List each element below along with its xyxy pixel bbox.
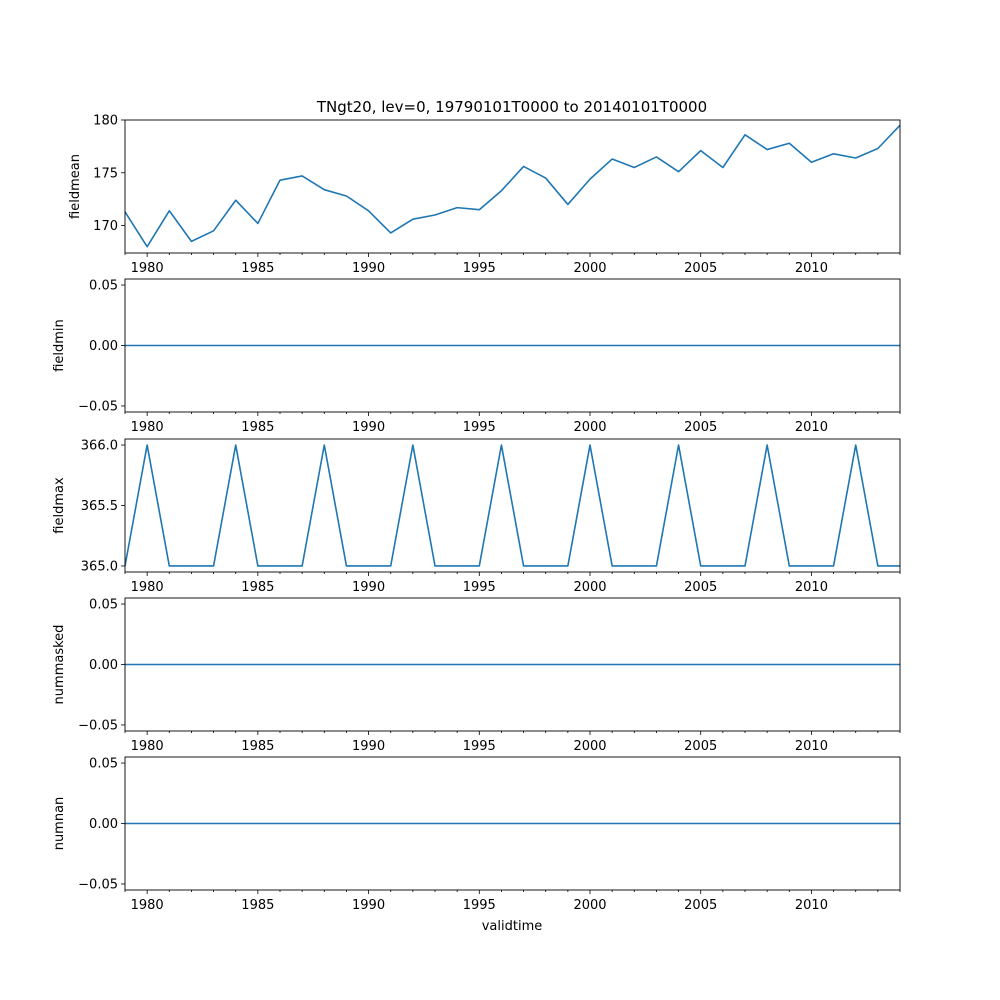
- y-tick-label: −0.05: [78, 399, 118, 414]
- y-axis-label-nummasked: nummasked: [52, 625, 67, 705]
- y-tick-label: 366.0: [81, 439, 118, 454]
- y-tick-label: 0.05: [89, 598, 118, 613]
- x-tick-label: 2010: [795, 739, 828, 754]
- y-axis-label-fieldmax: fieldmax: [52, 477, 67, 534]
- y-tick-label: 0.05: [89, 757, 118, 772]
- y-tick-label: 0.00: [89, 339, 118, 354]
- subplot-nummasked: 1980 1985 1990 1995 2000 2005 2010 −0.05 0.00 0.0…: [52, 598, 901, 754]
- y-axis-label-fieldmin: fieldmin: [52, 319, 67, 372]
- x-tick-label: 1995: [463, 261, 496, 276]
- x-tick-label: 1985: [241, 898, 274, 913]
- subplot-fieldmean: 1980 1985 1990 1995 2000 2005 2010 170 175 180 fie…: [68, 114, 901, 276]
- x-tick-label: 1985: [241, 261, 274, 276]
- y-axis-label-numnan: numnan: [52, 797, 67, 851]
- y-tick-label: 175: [93, 166, 118, 181]
- x-tick-label: 1985: [241, 739, 274, 754]
- x-tick-label: 1980: [131, 420, 164, 435]
- x-tick-label: 1980: [131, 580, 164, 595]
- x-tick-label: 1980: [131, 898, 164, 913]
- y-tick-label: 180: [93, 114, 118, 129]
- x-tick-label: 1995: [463, 739, 496, 754]
- x-tick-label: 1990: [352, 420, 385, 435]
- chart-title: TNgt20, lev=0, 19790101T0000 to 20140101…: [316, 98, 707, 116]
- y-tick-label: 365.0: [81, 559, 118, 574]
- x-tick-label: 2010: [795, 261, 828, 276]
- x-tick-label: 1990: [352, 739, 385, 754]
- x-tick-label: 1985: [241, 420, 274, 435]
- x-tick-label: 2010: [795, 580, 828, 595]
- series-line-fieldmax: [124, 444, 900, 567]
- subplot-numnan: 1980 1985 1990 1995 2000 2005 2010 −0.05 0.00 0.0…: [52, 757, 901, 913]
- x-tick-label: 1990: [352, 898, 385, 913]
- y-tick-label: −0.05: [78, 877, 118, 892]
- x-tick-label: 2005: [684, 898, 717, 913]
- y-axis-label-fieldmean: fieldmean: [68, 154, 83, 219]
- subplot-fieldmin: 1980 1985 1990 1995 2000 2005 2010 −0.05 0.00 0.0…: [52, 279, 901, 435]
- x-tick-label: 1995: [463, 898, 496, 913]
- x-tick-label: 2000: [573, 580, 606, 595]
- x-tick-label: 2005: [684, 261, 717, 276]
- x-tick-label: 1980: [131, 739, 164, 754]
- series-line-fieldmean: [124, 124, 901, 248]
- x-axis-label: validtime: [482, 919, 543, 934]
- x-tick-label: 1995: [463, 420, 496, 435]
- subplot-panels: 1980 1985 1990 1995 2000 2005 2010 170 175 180 fie…: [52, 114, 901, 913]
- x-tick-label: 1985: [241, 580, 274, 595]
- x-tick-label: 1990: [352, 580, 385, 595]
- y-tick-label: −0.05: [78, 718, 118, 733]
- x-tick-label: 2000: [573, 898, 606, 913]
- x-tick-label: 2005: [684, 420, 717, 435]
- y-tick-label: 365.5: [81, 499, 118, 514]
- x-tick-label: 2005: [684, 580, 717, 595]
- x-tick-label: 2005: [684, 739, 717, 754]
- x-tick-label: 2010: [795, 420, 828, 435]
- y-tick-label: 0.00: [89, 658, 118, 673]
- y-tick-label: 170: [93, 219, 118, 234]
- x-tick-label: 2000: [573, 261, 606, 276]
- x-tick-label: 2000: [573, 420, 606, 435]
- y-tick-label: 0.05: [89, 279, 118, 294]
- y-tick-label: 0.00: [89, 817, 118, 832]
- x-tick-label: 1990: [352, 261, 385, 276]
- axes-frame-fieldmean: [124, 119, 901, 254]
- x-tick-label: 2000: [573, 739, 606, 754]
- subplot-fieldmax: 1980 1985 1990 1995 2000 2005 2010 365.0 365.5 36…: [52, 439, 901, 595]
- x-tick-label: 1980: [131, 261, 164, 276]
- x-tick-label: 1995: [463, 580, 496, 595]
- x-tick-label: 2010: [795, 898, 828, 913]
